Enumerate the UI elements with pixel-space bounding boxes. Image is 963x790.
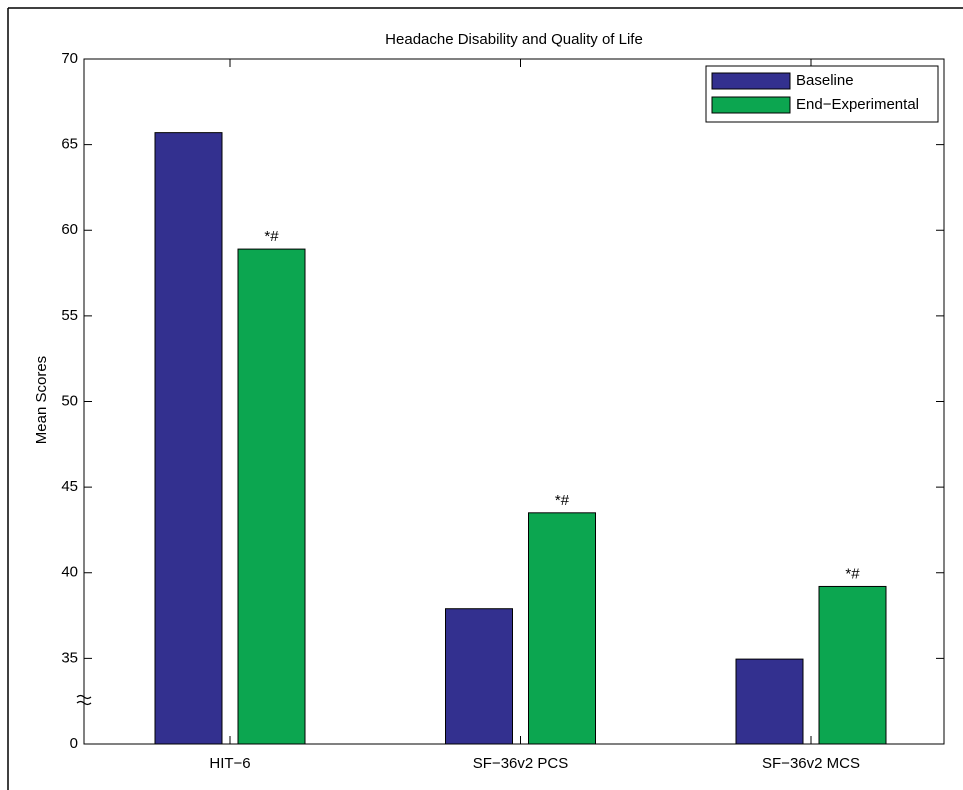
y-axis-label: Mean Scores [33, 356, 50, 444]
bar [445, 608, 513, 745]
break-mark [76, 694, 92, 700]
bar [818, 585, 887, 745]
bar [528, 512, 596, 745]
legend-swatch [711, 96, 791, 114]
bar-annotation: *# [845, 565, 860, 582]
bar [154, 132, 223, 745]
bar [237, 248, 306, 745]
bar-annotation: *# [264, 228, 279, 245]
bar [735, 658, 804, 745]
y-tick-label: 70 [61, 50, 78, 67]
y-tick-label: 35 [61, 649, 78, 666]
y-tick-label: 65 [61, 136, 78, 153]
x-tick-label: SF−36v2 PCS [473, 755, 568, 772]
y-tick-label: 50 [61, 392, 78, 409]
legend-swatch [711, 72, 791, 90]
x-tick-label: SF−36v2 MCS [762, 755, 860, 772]
y-tick-label: 55 [61, 307, 78, 324]
y-tick-label: 60 [61, 221, 78, 238]
bar-annotation: *# [555, 492, 570, 509]
axis-break [76, 694, 92, 706]
legend-label: End−Experimental [796, 96, 919, 113]
y-tick-label: 0 [70, 735, 78, 752]
break-mark [76, 700, 92, 706]
y-tick-label: 40 [61, 564, 78, 581]
chart-title: Headache Disability and Quality of Life [385, 31, 643, 48]
legend-label: Baseline [796, 72, 854, 89]
y-tick-label: 45 [61, 478, 78, 495]
x-tick-label: HIT−6 [209, 755, 250, 772]
